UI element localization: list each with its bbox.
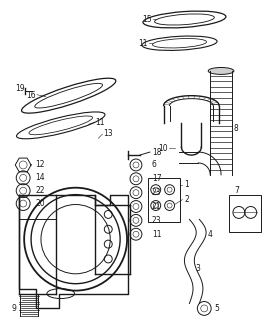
Bar	[148, 178, 179, 222]
Bar	[229, 195, 261, 232]
Text: 10: 10	[158, 144, 168, 153]
Text: 23: 23	[152, 188, 161, 197]
Text: 18: 18	[152, 148, 161, 156]
Text: 11: 11	[152, 230, 161, 239]
Text: 6: 6	[152, 160, 157, 170]
Text: 11: 11	[138, 39, 148, 48]
Text: 5: 5	[214, 304, 219, 313]
Text: 15: 15	[142, 15, 152, 24]
Text: 4: 4	[207, 230, 212, 239]
Text: 14: 14	[35, 173, 45, 182]
Text: 19: 19	[15, 84, 25, 93]
Ellipse shape	[208, 68, 234, 75]
Text: 3: 3	[195, 264, 200, 273]
Text: 22: 22	[35, 186, 45, 195]
Text: 13: 13	[103, 129, 113, 138]
Text: 2: 2	[184, 195, 189, 204]
Ellipse shape	[35, 84, 103, 108]
Text: 16: 16	[26, 91, 36, 100]
Text: 23: 23	[152, 216, 161, 225]
Text: 11: 11	[95, 118, 105, 127]
Ellipse shape	[29, 116, 92, 135]
Ellipse shape	[154, 14, 214, 25]
Text: 21: 21	[152, 202, 161, 211]
Ellipse shape	[152, 38, 206, 48]
Text: 1: 1	[184, 180, 189, 189]
Text: 9: 9	[11, 304, 16, 313]
Text: 20: 20	[35, 199, 45, 208]
Text: 7: 7	[234, 186, 239, 195]
Text: 12: 12	[35, 160, 45, 170]
Text: 17: 17	[152, 174, 161, 183]
Text: 8: 8	[234, 124, 239, 133]
